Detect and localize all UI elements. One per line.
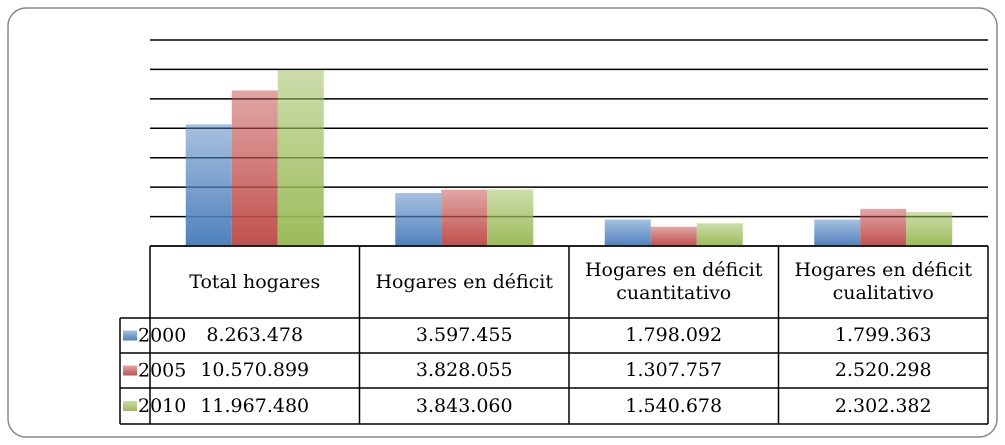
- data-cell-box: 2.302.382: [834, 394, 932, 417]
- legend-label: 2010: [138, 395, 186, 417]
- bar: [696, 223, 743, 246]
- data-cell-box: 11.967.480: [200, 394, 310, 417]
- bar: [906, 212, 953, 246]
- data-cell: 1.307.757: [625, 359, 723, 382]
- category-header-box: Total hogares: [189, 270, 321, 293]
- data-cell: 11.967.480: [200, 394, 310, 417]
- bar: [441, 189, 488, 246]
- data-cell: 8.263.478: [206, 324, 304, 347]
- data-cell-box: 3.828.055: [415, 359, 513, 382]
- bar: [395, 193, 442, 246]
- category-header: Hogares en déficit cuantitativo: [584, 259, 763, 304]
- data-cell: 2.302.382: [834, 394, 932, 417]
- category-header: Hogares en déficit: [375, 270, 554, 293]
- bar: [650, 226, 697, 246]
- legend-label: 2005: [138, 360, 186, 382]
- data-cell-box: 3.843.060: [415, 394, 513, 417]
- data-cell-box: 1.799.363: [834, 324, 932, 347]
- data-cell-box: 3.597.455: [415, 324, 513, 347]
- data-cell-box: 1.540.678: [625, 394, 723, 417]
- category-header-box: Hogares en déficit: [375, 270, 554, 293]
- legend-key: [123, 401, 137, 411]
- data-cell-box: 2.520.298: [834, 359, 932, 382]
- data-cell: 3.843.060: [415, 394, 513, 417]
- data-cell: 10.570.899: [200, 359, 310, 382]
- bar: [185, 124, 232, 246]
- data-cell: 3.597.455: [415, 324, 513, 347]
- data-cell: 1.798.092: [625, 324, 723, 347]
- data-cell: 2.520.298: [834, 359, 932, 382]
- bar: [604, 219, 651, 246]
- data-cell-box: 8.263.478: [206, 324, 304, 347]
- bar: [814, 219, 861, 246]
- data-cell-box: 1.798.092: [625, 324, 723, 347]
- legend-key: [123, 365, 137, 376]
- bar: [231, 90, 278, 246]
- data-cell: 1.799.363: [834, 324, 932, 347]
- bar: [277, 69, 324, 247]
- data-cell-box: 1.307.757: [625, 359, 723, 382]
- category-header: Hogares en déficit cualitativo: [794, 259, 973, 304]
- legend-label: 2000: [138, 325, 186, 347]
- data-cell: 1.540.678: [625, 394, 723, 417]
- bar: [487, 189, 534, 246]
- category-header-box: Hogares en déficit cualitativo: [794, 259, 973, 304]
- data-cell: 3.828.055: [415, 359, 513, 382]
- bar: [860, 208, 907, 246]
- category-header-box: Hogares en déficit cuantitativo: [584, 259, 763, 304]
- data-cell-box: 10.570.899: [200, 359, 310, 382]
- category-header: Total hogares: [189, 270, 321, 293]
- legend-key: [123, 330, 137, 341]
